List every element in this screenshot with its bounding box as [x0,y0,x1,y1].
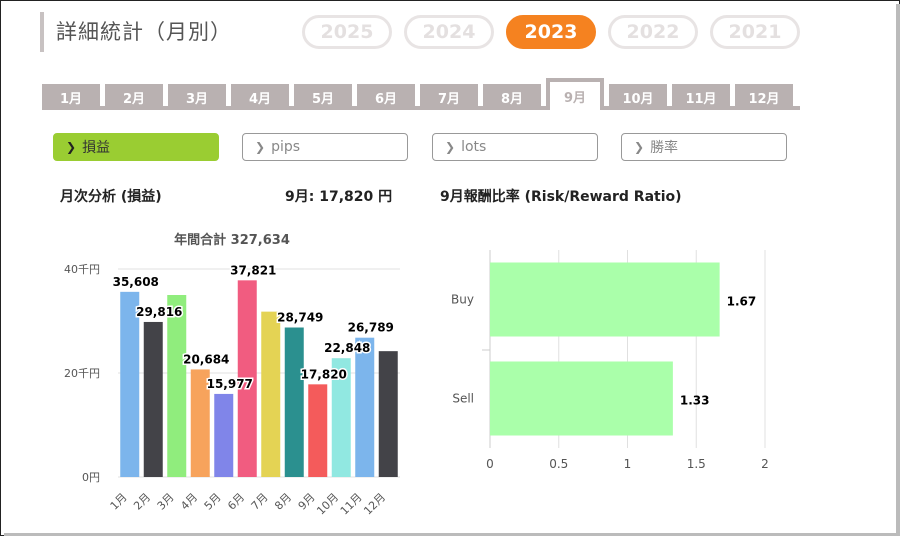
metric-button-lots[interactable]: ❯ lots [432,133,598,161]
x-tick-label: 12月 [361,491,388,518]
x-tick-label: 8月 [272,491,294,513]
month-tab-4[interactable]: 4月 [231,84,289,110]
y-tick-label: Buy [451,293,474,307]
frame-shadow-right [896,4,900,536]
x-tick-label: 11月 [338,491,365,518]
bar [378,351,398,477]
month-tab-12[interactable]: 12月 [735,84,793,110]
y-tick-label: Sell [452,392,474,406]
title-accent-bar [40,12,44,52]
metric-button-label: pips [271,139,301,155]
data-label: 28,749 [277,311,323,325]
bar [490,262,720,337]
x-tick-label: 2月 [131,491,153,513]
y-tick-label: 40千円 [64,263,100,276]
month-tab-6[interactable]: 6月 [357,84,415,110]
bar [167,295,187,477]
year-tab-2021[interactable]: 2021 [710,15,800,49]
metric-button-label: 損益 [82,140,111,156]
data-label: 29,816 [136,305,182,319]
chevron-right-icon: ❯ [634,140,645,154]
month-tabs: 1月 2月 3月 4月 5月 6月 7月 8月 9月 10月 11月 12月 [42,78,800,110]
data-label: 35,608 [113,275,159,289]
page-title: 詳細統計（月別） [56,20,232,44]
metric-button-pips[interactable]: ❯ pips [242,133,408,161]
risk-reward-title: 9月報酬比率 (Risk/Reward Ratio) [440,189,682,205]
year-tab-2025[interactable]: 2025 [302,15,392,49]
monthly-analysis-title: 月次分析 (損益) [60,189,162,205]
bar [120,291,140,477]
bar [190,369,210,477]
chevron-right-icon: ❯ [445,140,456,154]
month-tab-8[interactable]: 8月 [483,84,541,110]
data-label: 37,821 [230,263,276,277]
bar [490,361,673,436]
selected-month-value: 9月: 17,820 円 [285,189,393,205]
metric-button-label: 勝率 [650,140,679,156]
metric-button-pnl[interactable]: ❯ 損益 [53,133,219,161]
year-tab-2022[interactable]: 2022 [608,15,698,49]
data-label: 20,684 [183,352,229,366]
year-tabs: 2025 2024 2023 2022 2021 [302,15,800,49]
data-label: 1.67 [727,295,757,309]
x-tick-label: 1.5 [687,457,706,471]
x-tick-label: 5月 [202,491,224,513]
month-tab-1[interactable]: 1月 [42,84,100,110]
bar [143,321,163,477]
month-tab-2[interactable]: 2月 [105,84,163,110]
bar [237,280,257,477]
chevron-right-icon: ❯ [66,140,77,154]
x-tick-label: 3月 [155,491,177,513]
data-label: 15,977 [207,377,253,391]
month-tab-9[interactable]: 9月 [546,78,604,110]
bar [214,393,234,477]
x-tick-label: 0 [486,457,494,471]
x-tick-label: 10月 [314,491,341,518]
month-tab-3[interactable]: 3月 [168,84,226,110]
x-tick-label: 1月 [108,491,130,513]
chevron-right-icon: ❯ [255,140,266,154]
bar [355,337,375,477]
bar [284,327,304,477]
bar [331,358,351,477]
month-tab-10[interactable]: 10月 [609,84,667,110]
data-label: 17,820 [301,367,347,381]
chart-title: 年間合計 327,634 [174,232,290,248]
bar [308,384,328,477]
x-tick-label: 4月 [178,491,200,513]
y-tick-label: 0円 [82,471,100,484]
month-tab-11[interactable]: 11月 [672,84,730,110]
metric-button-winrate[interactable]: ❯ 勝率 [621,133,787,161]
data-label: 26,789 [348,321,394,335]
y-tick-label: 20千円 [64,367,100,380]
month-tab-5[interactable]: 5月 [294,84,352,110]
x-tick-label: 0.5 [549,457,568,471]
year-tab-2024[interactable]: 2024 [404,15,494,49]
frame-shadow-bottom [4,533,900,536]
risk-reward-chart: 0 0.5 1 1.5 2 Buy 1.67 Sell 1.33 [451,250,769,471]
x-tick-label: 7月 [249,491,271,513]
x-tick-label: 6月 [225,491,247,513]
data-label: 1.33 [680,394,710,408]
data-label: 22,848 [324,341,370,355]
metric-button-label: lots [461,139,487,155]
x-tick-label: 2 [761,457,769,471]
bar [261,311,281,477]
year-tab-2023[interactable]: 2023 [506,15,596,49]
x-tick-label: 1 [624,457,632,471]
month-tab-7[interactable]: 7月 [420,84,478,110]
